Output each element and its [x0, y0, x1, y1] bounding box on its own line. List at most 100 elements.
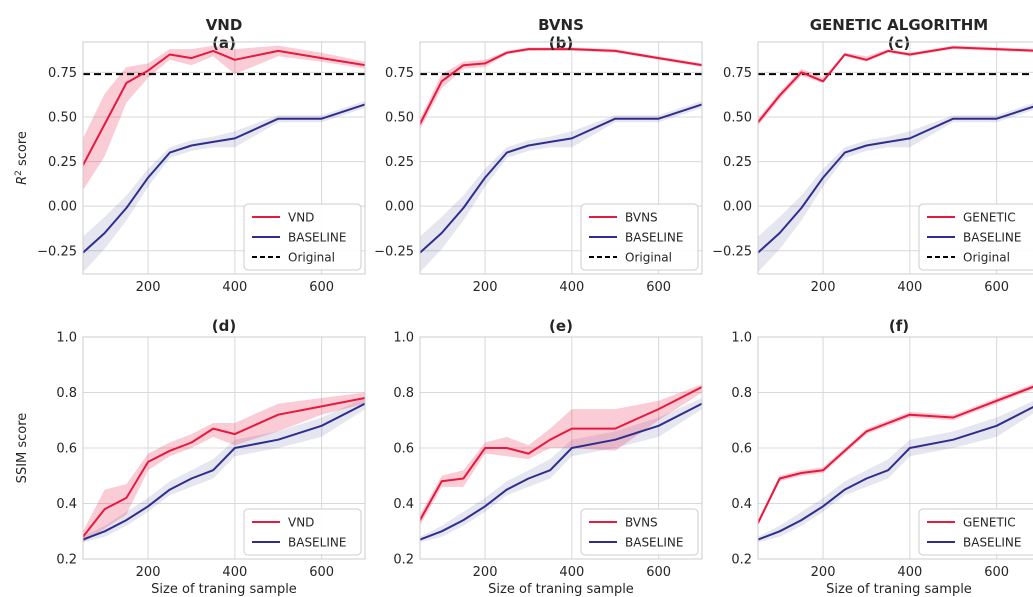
baseline-series-line: [420, 402, 702, 541]
x-tick-label: 400: [897, 280, 922, 295]
legend-box: [580, 508, 699, 556]
y-tick-label: 0.25: [723, 155, 752, 170]
y-tick-label: 0.8: [56, 386, 77, 401]
x-axis-label: Size of traning sample: [488, 582, 634, 597]
y-tick-label: 0.75: [723, 66, 752, 81]
y-tick-label: 0.25: [385, 155, 414, 170]
method-series-line: [420, 48, 702, 126]
data-layer: [420, 384, 702, 543]
legend-label: Original: [288, 251, 335, 265]
legend-label: VND: [288, 211, 314, 225]
panel-title: VND: [206, 16, 243, 34]
panel-d: 200 400 600 0.2 0.4 0.6 0.8 1.0 (d) Size of trani…: [15, 317, 366, 597]
panel-subtitle: (e): [549, 317, 573, 335]
legend-label: GENETIC: [963, 516, 1016, 530]
y-tick-label: 1.0: [731, 331, 752, 346]
legend-label: Original: [963, 251, 1010, 265]
y-tick-label: −0.25: [37, 244, 77, 259]
legend-box: [580, 203, 699, 271]
data-layer: [758, 45, 1033, 273]
legend: GENETIC BASELINE Original: [918, 203, 1033, 271]
y-tick-label: 0.2: [56, 553, 77, 568]
y-tick-label: 0.8: [731, 386, 752, 401]
panel-c: 200 400 600 −0.25 0.00 0.25 0.50 0.75 GENETIC AL…: [712, 16, 1033, 295]
y-tick-label: 1.0: [393, 331, 414, 346]
legend-box: [918, 508, 1033, 556]
panel-title: BVNS: [538, 16, 584, 34]
legend-label: BVNS: [625, 516, 658, 530]
panel-b: 200 400 600−0.250.000.250.500.75BVNS(b)BVN…: [374, 16, 703, 295]
plot-frame: [419, 336, 703, 560]
y-tick-label: 1.0: [56, 331, 77, 346]
y-axis-label: R2 score: [14, 131, 30, 185]
legend-label: BASELINE: [288, 231, 346, 245]
baseline-series-line: [83, 402, 365, 541]
plot-frame: [419, 41, 703, 275]
method-series-line: [83, 49, 365, 167]
x-tick-label: 400: [559, 280, 584, 295]
x-axis-label: Size of traning sample: [151, 582, 297, 597]
panel-subtitle: (f): [889, 317, 909, 335]
panel-e: 200 400 600 0.2 0.4 0.6 0.8 1.0 (e) Size of trani…: [393, 317, 703, 597]
legend: VND BASELINE Original: [243, 203, 362, 271]
x-tick-label: 200: [473, 280, 498, 295]
legend-label: BASELINE: [288, 536, 346, 550]
y-tick-label: 0.50: [48, 110, 77, 125]
y-tick-label: 0.75: [48, 66, 77, 81]
method-series-line: [420, 386, 702, 522]
plot-frame: [757, 336, 1033, 560]
y-tick-label: 0.8: [393, 386, 414, 401]
y-tick-label: 0.50: [723, 110, 752, 125]
legend: VND BASELINE: [243, 508, 362, 556]
x-tick-label: 600: [984, 280, 1009, 295]
y-axis-label: SSIM score: [15, 413, 30, 484]
y-tick-label: 0.00: [48, 200, 77, 215]
x-tick-label: 400: [897, 565, 922, 580]
legend-box: [918, 203, 1033, 271]
legend: BVNS BASELINE Original: [580, 203, 699, 271]
method-series-line: [758, 46, 1033, 124]
legend-label: BASELINE: [963, 231, 1021, 245]
y-tick-label: 0.2: [393, 553, 414, 568]
y-tick-label: −0.25: [374, 244, 414, 259]
data-layer: [83, 392, 365, 543]
legend-label: GENETIC: [963, 211, 1016, 225]
baseline-confidence-band: [420, 100, 702, 273]
legend-box: [243, 508, 362, 556]
method-series-line: [758, 385, 1033, 524]
baseline-series-line: [83, 103, 365, 254]
legend-box: [243, 203, 362, 271]
data-layer: [83, 45, 365, 273]
x-tick-label: 600: [309, 565, 334, 580]
x-tick-label: 200: [136, 565, 161, 580]
panel-subtitle: (c): [888, 34, 911, 52]
y-tick-label: 0.6: [393, 442, 414, 457]
method-confidence-band: [420, 384, 702, 526]
y-tick-label: 0.6: [731, 442, 752, 457]
x-tick-label: 400: [222, 280, 247, 295]
panel-f: 200 400 600 0.2 0.4 0.6 0.8 1.0 (f) Size of trani…: [731, 317, 1033, 597]
plot-frame: [82, 41, 366, 275]
y-tick-label: 0.25: [48, 155, 77, 170]
legend-label: BASELINE: [963, 536, 1021, 550]
baseline-series-line: [758, 105, 1033, 254]
legend-label: VND: [288, 516, 314, 530]
x-tick-label: 600: [984, 565, 1009, 580]
y-tick-label: −0.25: [712, 244, 752, 259]
x-tick-label: 600: [646, 280, 671, 295]
legend-label: Original: [625, 251, 672, 265]
x-tick-label: 600: [646, 565, 671, 580]
legend-label: BASELINE: [625, 536, 683, 550]
legend-label: BVNS: [625, 211, 658, 225]
baseline-confidence-band: [758, 103, 1033, 273]
y-tick-label: 0.00: [723, 200, 752, 215]
method-series-line: [83, 397, 365, 538]
y-tick-label: 0.4: [56, 497, 77, 512]
y-tick-label: 0.2: [731, 553, 752, 568]
panel-subtitle: (a): [212, 34, 236, 52]
x-tick-label: 400: [559, 565, 584, 580]
y-tick-label: 0.75: [385, 66, 414, 81]
y-tick-label: 0.4: [731, 497, 752, 512]
